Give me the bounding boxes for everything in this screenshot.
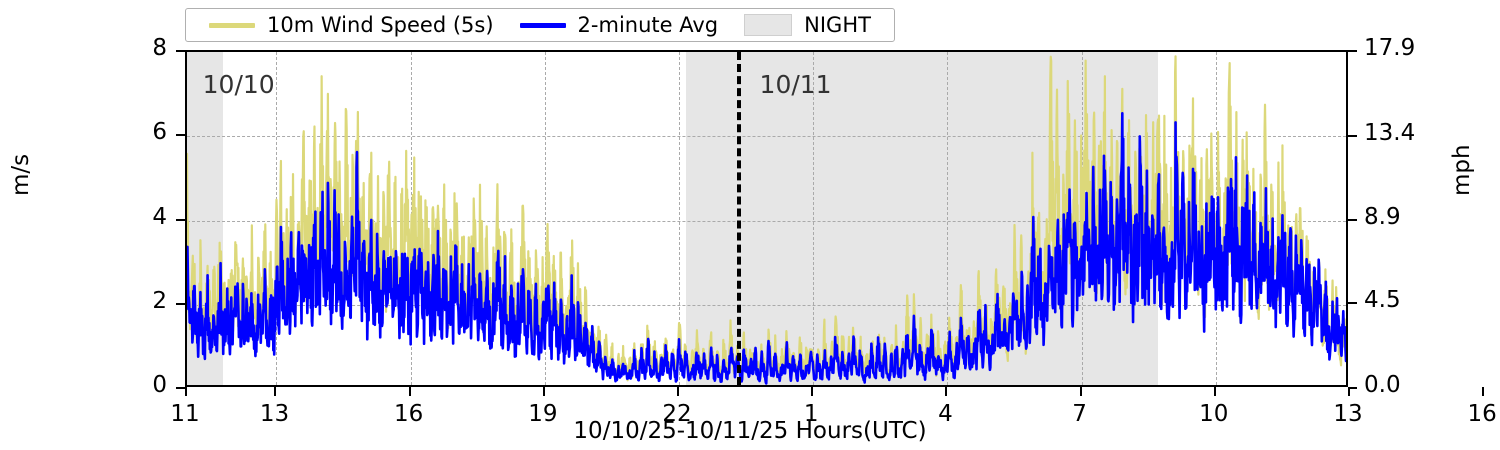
x-tick-label: 10 [1199,401,1229,427]
x-tick [811,387,814,396]
plot-area: 10/10 10/11 [185,50,1348,387]
y-tick-right [1348,302,1357,305]
day-divider [737,52,742,385]
x-tick-label: 4 [938,401,953,427]
annotation-layer: 10/10 10/11 [187,52,1346,385]
series-line-avg [187,111,1346,385]
legend-item-1[interactable]: 2-minute Avg [519,13,719,37]
y-tick-right [1348,387,1357,389]
y-tick-right [1348,219,1357,222]
legend-item-2[interactable]: NIGHT [744,13,871,37]
gridline-vertical [544,52,546,385]
x-tick [677,387,680,396]
gridline-vertical [813,52,815,385]
x-tick-label: 13 [259,401,290,427]
series-line-gust [187,55,1346,383]
legend-swatch-gust [209,22,256,28]
gridline-vertical [947,52,949,385]
y-tick-left [176,387,185,389]
y-tick-label-left: 4 [152,203,167,230]
gridline-vertical [679,52,681,385]
y-tick-label-left: 6 [152,119,167,146]
x-tick [408,387,411,396]
y-tick-left [176,50,185,52]
x-tick [1348,387,1350,396]
y-axis-right-label: mph [1449,144,1475,196]
legend-swatch-night [744,14,793,36]
gridline-horizontal [187,220,1346,222]
y-tick-left [176,134,185,137]
legend-label-night: NIGHT [804,13,871,37]
gridline-horizontal [187,136,1346,138]
chart-legend: 10m Wind Speed (5s) 2-minute Avg NIGHT [185,8,895,42]
y-tick-label-right: 13.4 [1364,119,1416,146]
y-tick-right [1348,134,1357,137]
date-annotation: 10/10 [202,70,275,99]
x-tick [945,387,948,396]
x-tick [1079,387,1082,396]
x-tick [1213,387,1216,396]
series-layer [187,52,1346,385]
y-tick-right [1348,50,1357,52]
gridline-horizontal [187,304,1346,306]
y-tick-label-left: 8 [152,35,167,61]
x-axis-label: 10/10/25-10/11/25 Hours(UTC) [573,418,927,444]
legend-item-0[interactable]: 10m Wind Speed (5s) [209,13,494,37]
x-tick-label: 22 [662,401,692,427]
legend-label-gust: 10m Wind Speed (5s) [267,13,494,37]
series-svg [187,55,1346,385]
y-tick-label-right: 8.9 [1364,204,1401,231]
x-tick-label: 16 [394,401,424,427]
y-tick-label-left: 0 [152,372,167,398]
x-tick-label: 1 [803,401,819,427]
x-tick-label: 11 [170,401,200,427]
legend-swatch-avg [519,22,566,28]
legend-label-avg: 2-minute Avg [577,13,719,37]
y-tick-label-left: 2 [152,287,167,314]
y-axis-left-label: m/s [8,153,34,196]
x-tick [185,387,187,396]
y-tick-label-right: 17.9 [1364,35,1416,61]
x-tick-label: 7 [1072,401,1087,427]
y-tick-left [176,218,185,221]
x-tick-label: 13 [1333,401,1363,427]
x-tick [274,387,277,396]
x-tick [1482,387,1485,396]
x-tick [542,387,545,396]
y-tick-label-right: 0.0 [1364,372,1401,398]
y-tick-label-right: 4.5 [1364,287,1401,314]
x-tick-label: 16 [1467,401,1497,427]
y-tick-left [176,302,185,305]
date-annotation: 10/11 [759,70,832,99]
x-tick-label: 19 [528,401,558,427]
